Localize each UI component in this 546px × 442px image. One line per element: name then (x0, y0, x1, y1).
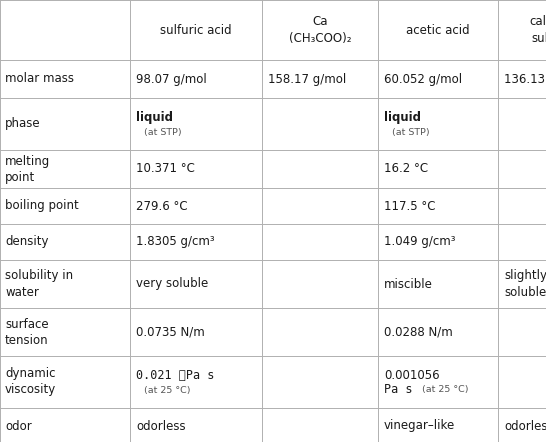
Text: (at 25 °C): (at 25 °C) (416, 385, 468, 394)
Text: odor: odor (5, 419, 32, 433)
Text: 16.2 °C: 16.2 °C (384, 163, 428, 175)
Text: 117.5 °C: 117.5 °C (384, 199, 436, 213)
Text: molar mass: molar mass (5, 72, 74, 85)
Text: 1.049 g/cm³: 1.049 g/cm³ (384, 236, 455, 248)
Text: acetic acid: acetic acid (406, 23, 470, 37)
Text: Pa s: Pa s (384, 383, 412, 396)
Text: density: density (5, 236, 49, 248)
Text: slightly
soluble: slightly soluble (504, 269, 546, 299)
Text: 0.001056: 0.001056 (384, 369, 440, 382)
Text: (at STP): (at STP) (392, 128, 430, 137)
Text: (at STP): (at STP) (144, 128, 182, 137)
Text: phase: phase (5, 118, 40, 130)
Text: 10.371 °C: 10.371 °C (136, 163, 195, 175)
Text: 0.0735 N/m: 0.0735 N/m (136, 325, 205, 339)
Text: boiling point: boiling point (5, 199, 79, 213)
Text: (at 25 °C): (at 25 °C) (144, 386, 191, 395)
Text: surface
tension: surface tension (5, 317, 49, 347)
Text: 279.6 °C: 279.6 °C (136, 199, 188, 213)
Text: calcium
sulfate: calcium sulfate (529, 15, 546, 45)
Text: odorless: odorless (136, 419, 186, 433)
Text: Ca
(CH₃COO)₂: Ca (CH₃COO)₂ (289, 15, 351, 45)
Text: miscible: miscible (384, 278, 433, 290)
Text: 1.8305 g/cm³: 1.8305 g/cm³ (136, 236, 215, 248)
Text: 60.052 g/mol: 60.052 g/mol (384, 72, 462, 85)
Text: 136.13 g/mol: 136.13 g/mol (504, 72, 546, 85)
Text: sulfuric acid: sulfuric acid (160, 23, 232, 37)
Text: vinegar–like: vinegar–like (384, 419, 455, 433)
Text: odorless: odorless (504, 419, 546, 433)
Text: 98.07 g/mol: 98.07 g/mol (136, 72, 207, 85)
Text: melting
point: melting point (5, 155, 50, 183)
Text: dynamic
viscosity: dynamic viscosity (5, 367, 56, 396)
Text: 0.0288 N/m: 0.0288 N/m (384, 325, 453, 339)
Text: solubility in
water: solubility in water (5, 270, 73, 298)
Text: very soluble: very soluble (136, 278, 208, 290)
Text: liquid: liquid (384, 111, 421, 124)
Text: 0.021 ​Pa s: 0.021 ​Pa s (136, 369, 215, 382)
Text: liquid: liquid (136, 111, 173, 124)
Text: 158.17 g/mol: 158.17 g/mol (268, 72, 346, 85)
